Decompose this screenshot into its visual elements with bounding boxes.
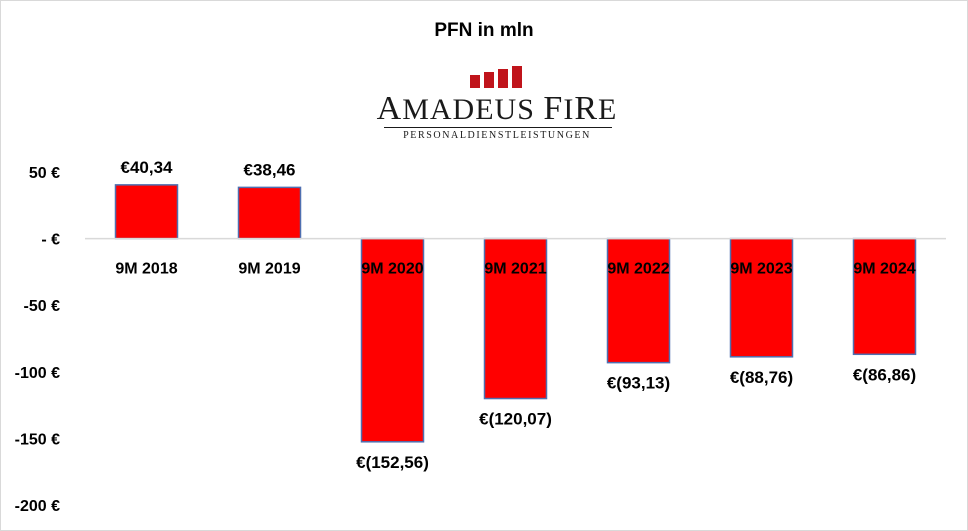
company-logo: AMADEUS FIRE PERSONALDIENSTLEISTUNGEN — [372, 64, 622, 144]
x-tick-label: 9M 2021 — [484, 261, 546, 278]
data-label: €(120,07) — [479, 410, 552, 429]
y-tick-label: -150 € — [15, 431, 60, 448]
bar — [852, 237, 917, 356]
logo-bar — [512, 66, 522, 88]
bar — [114, 184, 179, 240]
logo-bars-icon — [470, 66, 522, 88]
data-label: €(88,76) — [730, 368, 793, 387]
x-tick-label: 9M 2019 — [238, 261, 300, 278]
bar — [483, 237, 548, 400]
y-tick-label: -200 € — [15, 498, 60, 515]
data-label: €40,34 — [121, 158, 174, 177]
data-label: €(93,13) — [607, 374, 670, 393]
x-tick-label: 9M 2023 — [730, 261, 792, 278]
x-tick-label: 9M 2018 — [115, 261, 177, 278]
bar — [606, 237, 671, 364]
data-label: €38,46 — [244, 160, 296, 179]
logo-bar — [470, 75, 480, 88]
logo-wordmark: AMADEUS FIRE — [372, 90, 622, 128]
x-tick-label: 9M 2024 — [853, 261, 915, 278]
logo-letter: I — [563, 93, 575, 126]
bar — [360, 237, 425, 443]
data-label: €(152,56) — [356, 453, 429, 472]
bar — [237, 186, 302, 240]
chart-title: PFN in mln — [434, 20, 534, 41]
y-tick-label: -50 € — [24, 298, 61, 315]
logo-bar — [484, 72, 494, 88]
x-tick-label: 9M 2020 — [361, 261, 423, 278]
y-tick-label: 50 € — [29, 165, 60, 182]
logo-letter: R — [574, 90, 599, 127]
logo-letter: F — [543, 90, 564, 127]
x-tick-label: 9M 2022 — [607, 261, 669, 278]
y-tick-label: -100 € — [15, 365, 60, 382]
logo-letter: MADEUS — [402, 93, 544, 126]
y-tick-label: - € — [41, 232, 60, 249]
bar — [729, 237, 794, 358]
logo-tagline: PERSONALDIENSTLEISTUNGEN — [403, 130, 591, 141]
logo-letter: A — [376, 90, 403, 127]
logo-letter: E — [598, 93, 618, 126]
data-label: €(86,86) — [853, 365, 916, 384]
logo-divider — [384, 127, 612, 128]
logo-bar — [498, 69, 508, 88]
